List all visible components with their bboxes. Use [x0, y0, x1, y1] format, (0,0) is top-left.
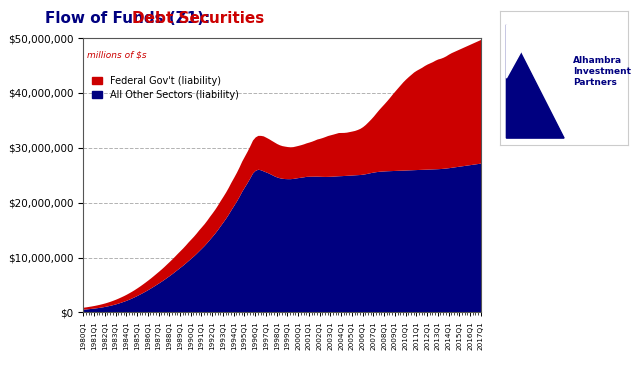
Text: Flow of Funds (Z1):: Flow of Funds (Z1):	[45, 11, 215, 26]
Text: Alhambra
Investment
Partners: Alhambra Investment Partners	[573, 56, 631, 87]
Text: millions of $s: millions of $s	[87, 50, 147, 59]
Legend: Federal Gov't (liability), All Other Sectors (liability): Federal Gov't (liability), All Other Sec…	[92, 76, 238, 100]
Polygon shape	[506, 25, 564, 138]
Polygon shape	[506, 25, 536, 78]
Text: Debt Securities: Debt Securities	[132, 11, 264, 26]
